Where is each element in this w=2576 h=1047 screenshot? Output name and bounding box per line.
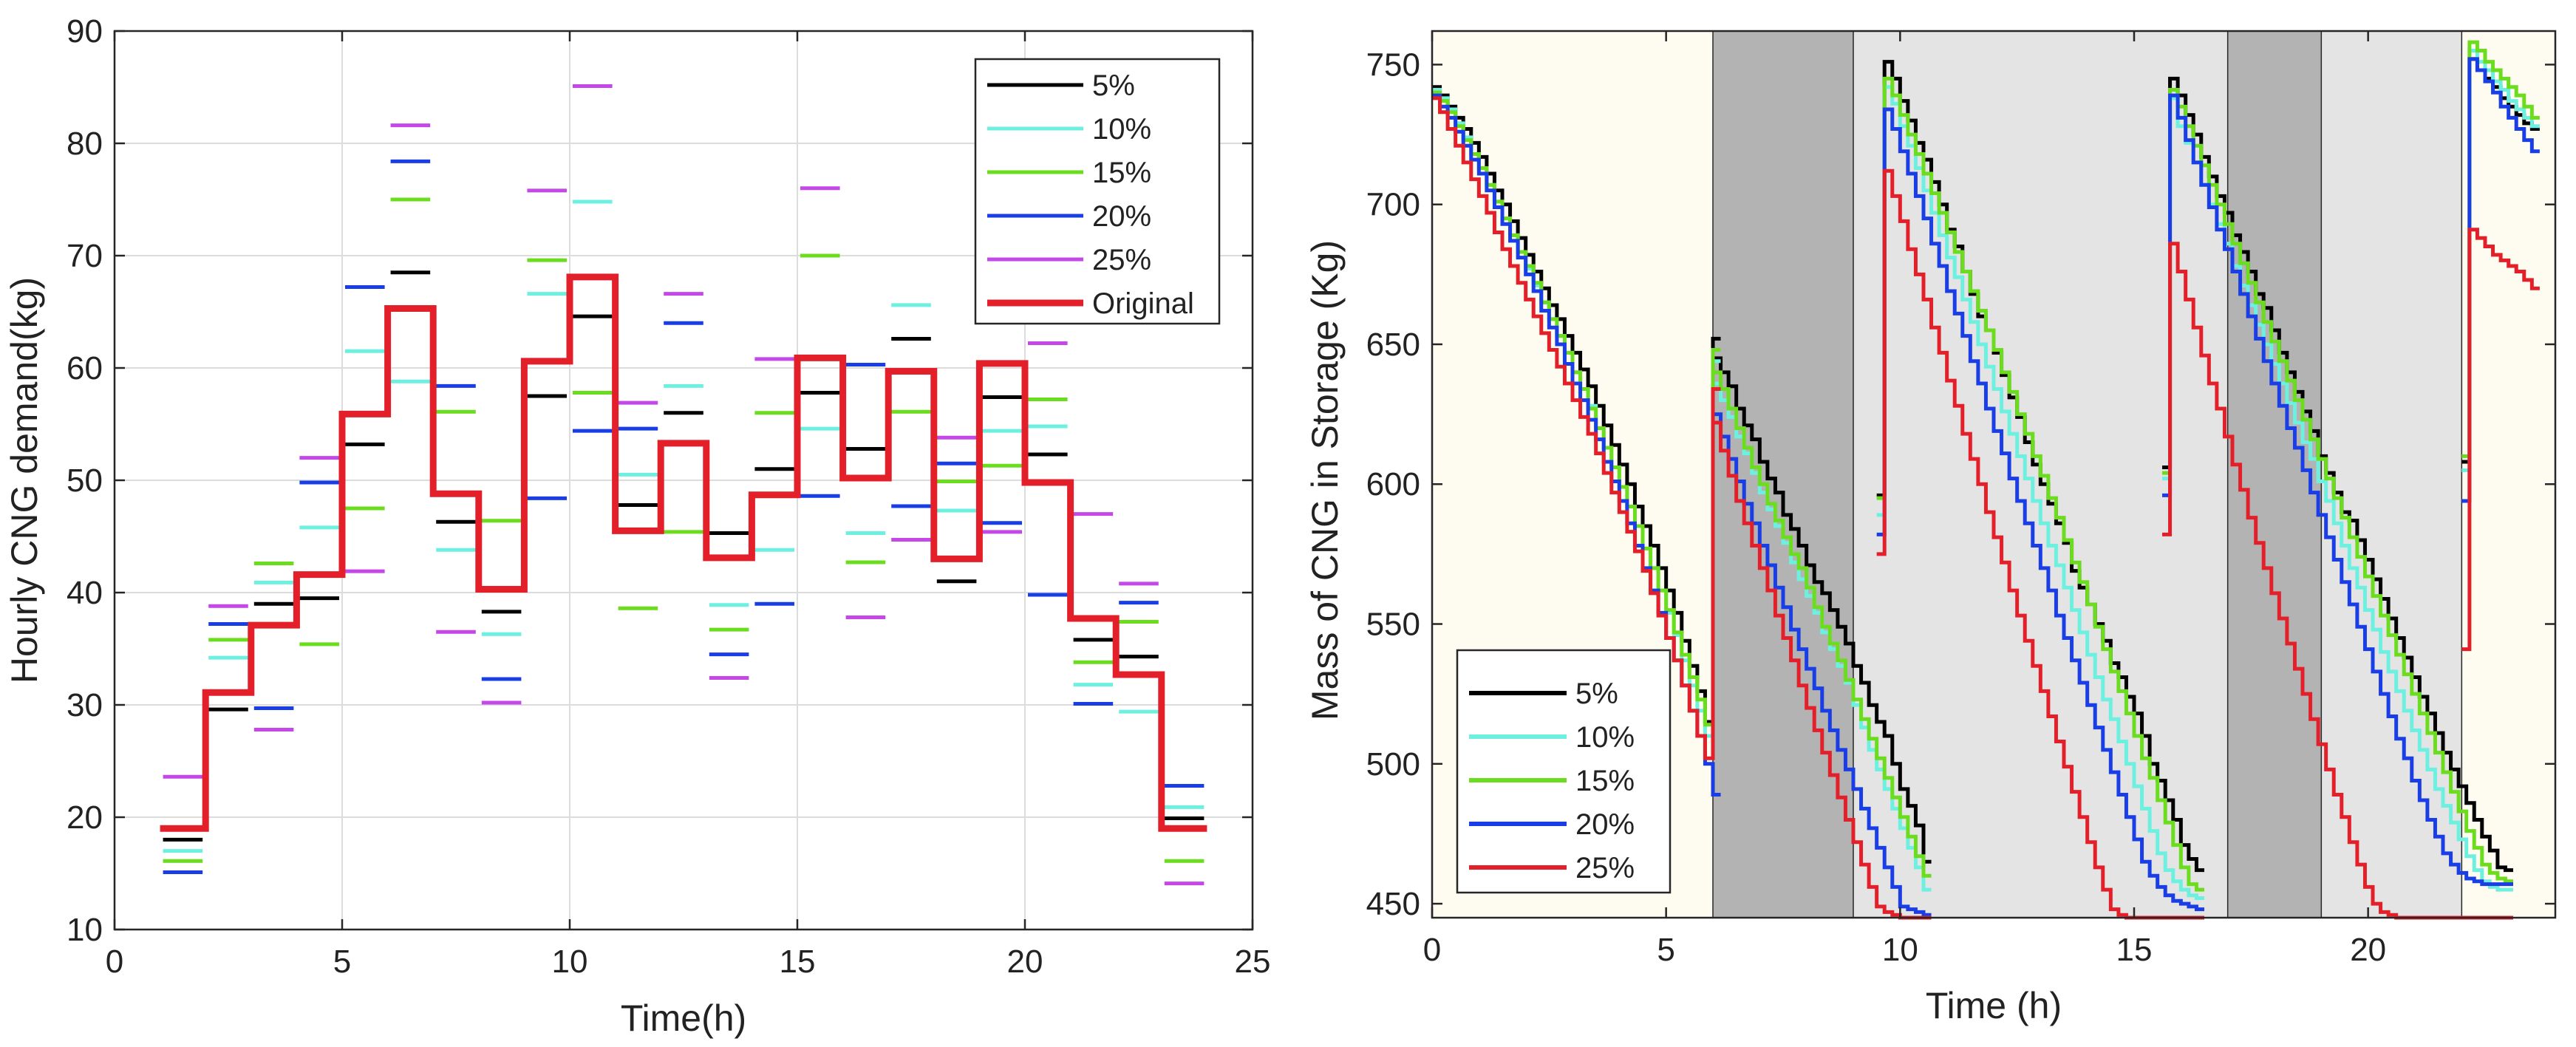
legend-label-20pct: 20%	[1575, 808, 1635, 841]
storage-chart-series	[1432, 40, 2540, 920]
series-25pct	[163, 83, 1204, 886]
y-tick-label: 550	[1366, 607, 1420, 643]
series-5pct	[163, 270, 1204, 842]
storage-line-20pct	[2461, 57, 2540, 503]
storage-line-15pct	[2461, 40, 2540, 458]
storage-line-15pct	[2162, 87, 2513, 884]
legend-label-25pct: 25%	[1092, 244, 1151, 276]
storage-line-25pct	[1432, 96, 1721, 760]
demand-chart: 0 5 10 15 20 25 10 20 30 40 50 60 70 80 90 Time(h) Ho…	[4, 13, 1270, 1039]
storage-line-10pct	[1876, 85, 2204, 900]
storage-line-20pct	[1876, 107, 2204, 912]
x-tick-label: 20	[2350, 932, 2386, 968]
shaded-period	[2227, 31, 2322, 918]
demand-chart-series	[160, 83, 1207, 886]
y-tick-label: 750	[1366, 47, 1420, 83]
demand-chart-legend: 5% 10% 15% 20% 25% Original	[974, 58, 1221, 325]
series-20pct	[163, 159, 1204, 874]
legend-label-25pct: 25%	[1575, 852, 1635, 884]
storage-line-25pct	[1876, 168, 2204, 920]
storage-line-10pct	[2162, 96, 2513, 892]
y-tick-label: 50	[67, 463, 103, 499]
x-tick-label: 0	[1423, 932, 1441, 968]
x-tick-label: 0	[106, 944, 123, 980]
x-tick-label: 25	[1235, 944, 1271, 980]
storage-line-20pct	[2162, 93, 2513, 887]
x-tick-label: 15	[780, 944, 816, 980]
legend-label-10pct: 10%	[1575, 721, 1635, 754]
storage-chart-y-ticks: 450 500 550 600 650 700 750	[1366, 47, 2555, 922]
y-tick-label: 80	[67, 126, 103, 162]
storage-line-25pct	[1713, 420, 1932, 920]
shaded-period	[2321, 31, 2462, 918]
y-tick-label: 70	[67, 238, 103, 274]
demand-chart-x-axis-label: Time(h)	[621, 997, 746, 1039]
storage-line-15pct	[1876, 76, 2204, 892]
x-tick-label: 10	[1882, 932, 1918, 968]
storage-chart-legend: 5% 10% 15% 20% 25%	[1456, 649, 1672, 894]
series-15pct	[163, 197, 1204, 863]
storage-line-10pct	[2461, 48, 2540, 472]
y-tick-label: 10	[67, 912, 103, 948]
legend-label-15pct: 15%	[1575, 765, 1635, 797]
demand-chart-y-axis-label: Hourly CNG demand(kg)	[4, 277, 45, 683]
y-tick-label: 60	[67, 350, 103, 386]
y-tick-label: 650	[1366, 327, 1420, 363]
x-tick-label: 15	[2116, 932, 2153, 968]
storage-line-25pct	[2461, 228, 2540, 652]
legend-label-10pct: 10%	[1092, 113, 1151, 146]
storage-chart-x-ticks: 0 5 10 15 20	[1423, 31, 2386, 968]
y-tick-label: 30	[67, 687, 103, 723]
y-tick-label: 600	[1366, 466, 1420, 502]
storage-line-5pct	[2162, 76, 2513, 873]
storage-line-20pct	[1713, 412, 1932, 917]
series-original-line	[160, 273, 1207, 832]
legend-label-20pct: 20%	[1092, 200, 1151, 233]
x-tick-label: 20	[1007, 944, 1043, 980]
series-20pct	[1432, 57, 2540, 917]
demand-chart-x-ticks: 0 5 10 15 20 25	[106, 31, 1271, 980]
storage-chart-plot-frame	[1431, 30, 2557, 919]
storage-chart-y-axis-label: Mass of CNG in Storage (Kg)	[1304, 240, 1346, 720]
legend-label-15pct: 15%	[1092, 157, 1151, 189]
legend-label-5pct: 5%	[1575, 678, 1618, 710]
storage-line-5pct	[1713, 356, 1932, 864]
legend-box	[1456, 649, 1672, 894]
y-tick-label: 450	[1366, 886, 1420, 922]
x-tick-label: 5	[333, 944, 351, 980]
legend-box	[974, 58, 1221, 325]
y-tick-label: 700	[1366, 187, 1420, 223]
y-tick-label: 90	[67, 13, 103, 50]
demand-chart-y-ticks: 10 20 30 40 50 60 70 80 90	[67, 13, 1253, 948]
y-tick-label: 500	[1366, 746, 1420, 782]
x-tick-label: 10	[552, 944, 588, 980]
y-tick-label: 20	[67, 799, 103, 836]
series-10pct	[163, 199, 1204, 853]
storage-line-15pct	[1713, 370, 1932, 878]
shaded-period	[2461, 31, 2555, 918]
legend-label-5pct: 5%	[1092, 69, 1135, 102]
x-tick-label: 5	[1657, 932, 1674, 968]
storage-chart-x-axis-label: Time (h)	[1926, 985, 2062, 1026]
legend-label-original: Original	[1092, 287, 1194, 320]
y-tick-label: 40	[67, 575, 103, 611]
